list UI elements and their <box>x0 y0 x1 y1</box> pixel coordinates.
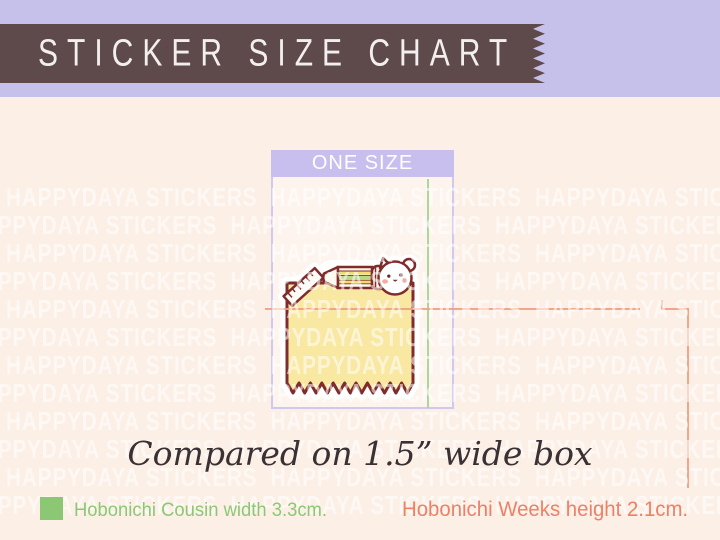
weeks-height-guide-tick <box>661 300 663 309</box>
cousin-width-label: Hobonichi Cousin width 3.3cm. <box>74 500 328 521</box>
weeks-height-guide-line-vertical <box>687 308 689 488</box>
cousin-width-guide-line <box>427 179 429 408</box>
weeks-height-label: Hobonichi Weeks height 2.1cm. <box>402 498 689 521</box>
title-ribbon: STICKER SIZE CHART <box>0 24 545 83</box>
comparison-caption: Compared on 1.5” wide box <box>127 434 593 473</box>
weeks-height-guide-line-horizontal-end <box>662 308 689 310</box>
top-strip: STICKER SIZE CHART <box>0 0 720 97</box>
kawaii-note-sticker-icon <box>278 253 420 400</box>
page-title: STICKER SIZE CHART <box>38 32 517 75</box>
cousin-width-swatch <box>40 497 63 520</box>
weeks-height-guide-line-horizontal <box>265 308 640 310</box>
watermark-row: HAPPYDAYA STICKERS HAPPYDAYA STICKERS HA… <box>6 406 720 436</box>
size-box-header: ONE SIZE <box>271 150 454 177</box>
